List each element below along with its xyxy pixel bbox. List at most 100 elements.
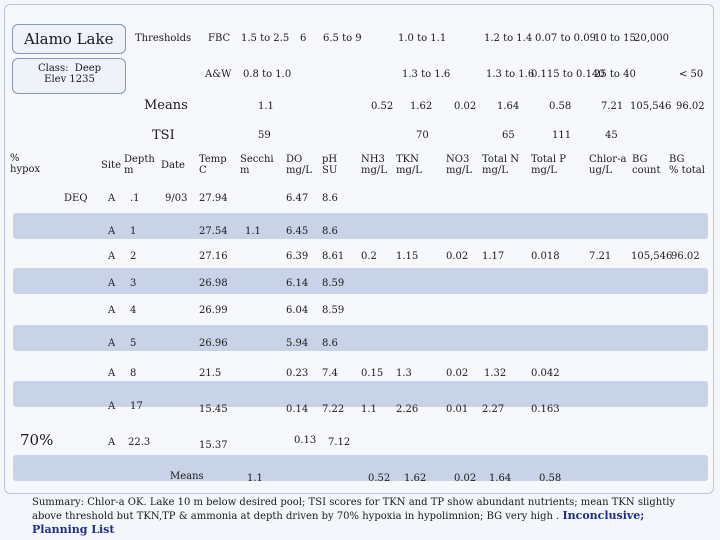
means-tkn: 1.62: [410, 101, 433, 112]
cell-depth: 8: [130, 368, 137, 379]
lake-title-box: [12, 24, 126, 54]
fbc-tn: 1.2 to 1.4: [484, 33, 533, 44]
means-secchi: 1.1: [258, 101, 274, 112]
aw-tp: 0.115 to 0.140: [531, 69, 605, 80]
cell-depth: 1: [130, 226, 137, 237]
bottom-means-nh3: 0.52: [368, 473, 391, 484]
cell-nh3: 0.15: [361, 368, 384, 379]
cell-site: A: [108, 437, 116, 448]
fbc-secchi: 1.5 to 2.5: [241, 33, 290, 44]
cell-temp: 27.16: [199, 251, 228, 262]
col-total-n: Total N mg/L: [482, 154, 520, 176]
cell-do: 6.04: [286, 305, 309, 316]
cell-do: 5.94: [286, 338, 309, 349]
col-temp: Temp C: [199, 154, 227, 176]
cell-do: 6.14: [286, 278, 309, 289]
cell-ph: 8.6: [322, 193, 338, 204]
col-do: DO mg/L: [286, 154, 312, 176]
summary-text: Summary: Chlor-a OK. Lake 10 m below des…: [32, 497, 676, 522]
cell-ph: 8.6: [322, 338, 338, 349]
cell-site: A: [108, 368, 116, 379]
cell-site: A: [108, 226, 116, 237]
cell-ph: 8.6: [322, 226, 338, 237]
col-hypox: % hypox: [10, 153, 41, 175]
col-bg-count: BG count: [632, 154, 661, 176]
cell-tn: 2.27: [482, 404, 505, 415]
fbc-tp: 0.07 to 0.09: [535, 33, 596, 44]
cell-agency: 70%: [20, 431, 54, 449]
cell-ph: 7.4: [322, 368, 338, 379]
page-title: Alamo Lake: [24, 30, 114, 48]
means-no3: 0.02: [454, 101, 477, 112]
bottom-means-tp: 0.58: [539, 473, 562, 484]
cell-depth: 5: [130, 338, 137, 349]
row-stripe: [13, 325, 708, 351]
cell-ph: 8.61: [322, 251, 345, 262]
cell-depth: .1: [130, 193, 140, 204]
cell-site: A: [108, 278, 116, 289]
class-box: [12, 58, 126, 94]
cell-agency: DEQ: [64, 193, 88, 204]
cell-site: A: [108, 193, 116, 204]
col-depth: Depth m: [124, 154, 155, 176]
cell-temp: 26.96: [199, 338, 228, 349]
cell-site: A: [108, 305, 116, 316]
fbc-label: FBC: [208, 33, 231, 44]
cell-temp: 26.98: [199, 278, 228, 289]
col-ph: pH SU: [322, 154, 338, 176]
cell-tp: 0.163: [531, 404, 560, 415]
row-stripe: [13, 455, 708, 481]
row-stripe: [13, 213, 708, 239]
fbc-bg: 20,000: [634, 33, 669, 44]
aw-tkn: 1.3 to 1.6: [402, 69, 451, 80]
cell-tn: 1.17: [482, 251, 505, 262]
cell-depth: 17: [130, 401, 143, 412]
cell-nh3: 1.1: [361, 404, 377, 415]
fbc-chl: 10 to 15: [594, 33, 636, 44]
cell-depth: 22.3: [128, 437, 151, 448]
cell-do: 0.13: [294, 435, 317, 446]
aw-chl: 25 to 40: [594, 69, 636, 80]
cell-temp: 21.5: [199, 368, 222, 379]
bottom-means-tn: 1.64: [489, 473, 512, 484]
col-date: Date: [161, 160, 185, 171]
cell-no3: 0.02: [446, 251, 469, 262]
aw-secchi: 0.8 to 1.0: [243, 69, 292, 80]
aw-bg: < 50: [679, 69, 704, 80]
col-site: Site: [101, 160, 121, 171]
bottom-means-label: Means: [170, 471, 204, 482]
cell-no3: 0.01: [446, 404, 469, 415]
thresholds-label: Thresholds: [135, 33, 192, 44]
bottom-means-secchi: 1.1: [247, 473, 263, 484]
cell-nh3: 0.2: [361, 251, 377, 262]
tsi-tn: 65: [502, 130, 515, 141]
cell-ph: 8.59: [322, 305, 345, 316]
tsi-chl: 45: [605, 130, 618, 141]
cell-tkn: 1.3: [396, 368, 412, 379]
fbc-do: 6: [300, 33, 307, 44]
means-tp: 0.58: [549, 101, 572, 112]
col-chlor-a: Chlor-a ug/L: [589, 154, 627, 176]
cell-ph: 7.22: [322, 404, 345, 415]
col-secchi: Secchi m: [240, 154, 274, 176]
tsi-secchi: 59: [258, 130, 271, 141]
means-bgpct: 96.02: [676, 101, 705, 112]
cell-temp: 26.99: [199, 305, 228, 316]
cell-temp: 15.45: [199, 404, 228, 415]
col-total-p: Total P mg/L: [531, 154, 566, 176]
means-bg: 105,546: [630, 101, 672, 112]
cell-do: 0.14: [286, 404, 309, 415]
tsi-tkn: 70: [416, 130, 429, 141]
bottom-means-tkn: 1.62: [404, 473, 427, 484]
cell-date: 9/03: [165, 193, 188, 204]
cell-site: A: [108, 338, 116, 349]
aw-label: A&W: [205, 69, 232, 80]
cell-temp: 27.94: [199, 193, 228, 204]
cell-depth: 2: [130, 251, 137, 262]
tsi-label: TSI: [152, 128, 175, 143]
cell-temp: 27.54: [199, 226, 228, 237]
fbc-ph: 6.5 to 9: [323, 33, 362, 44]
means-chl: 7.21: [601, 101, 624, 112]
cell-do: 6.47: [286, 193, 309, 204]
cell-bgp: 96.02: [671, 251, 700, 262]
